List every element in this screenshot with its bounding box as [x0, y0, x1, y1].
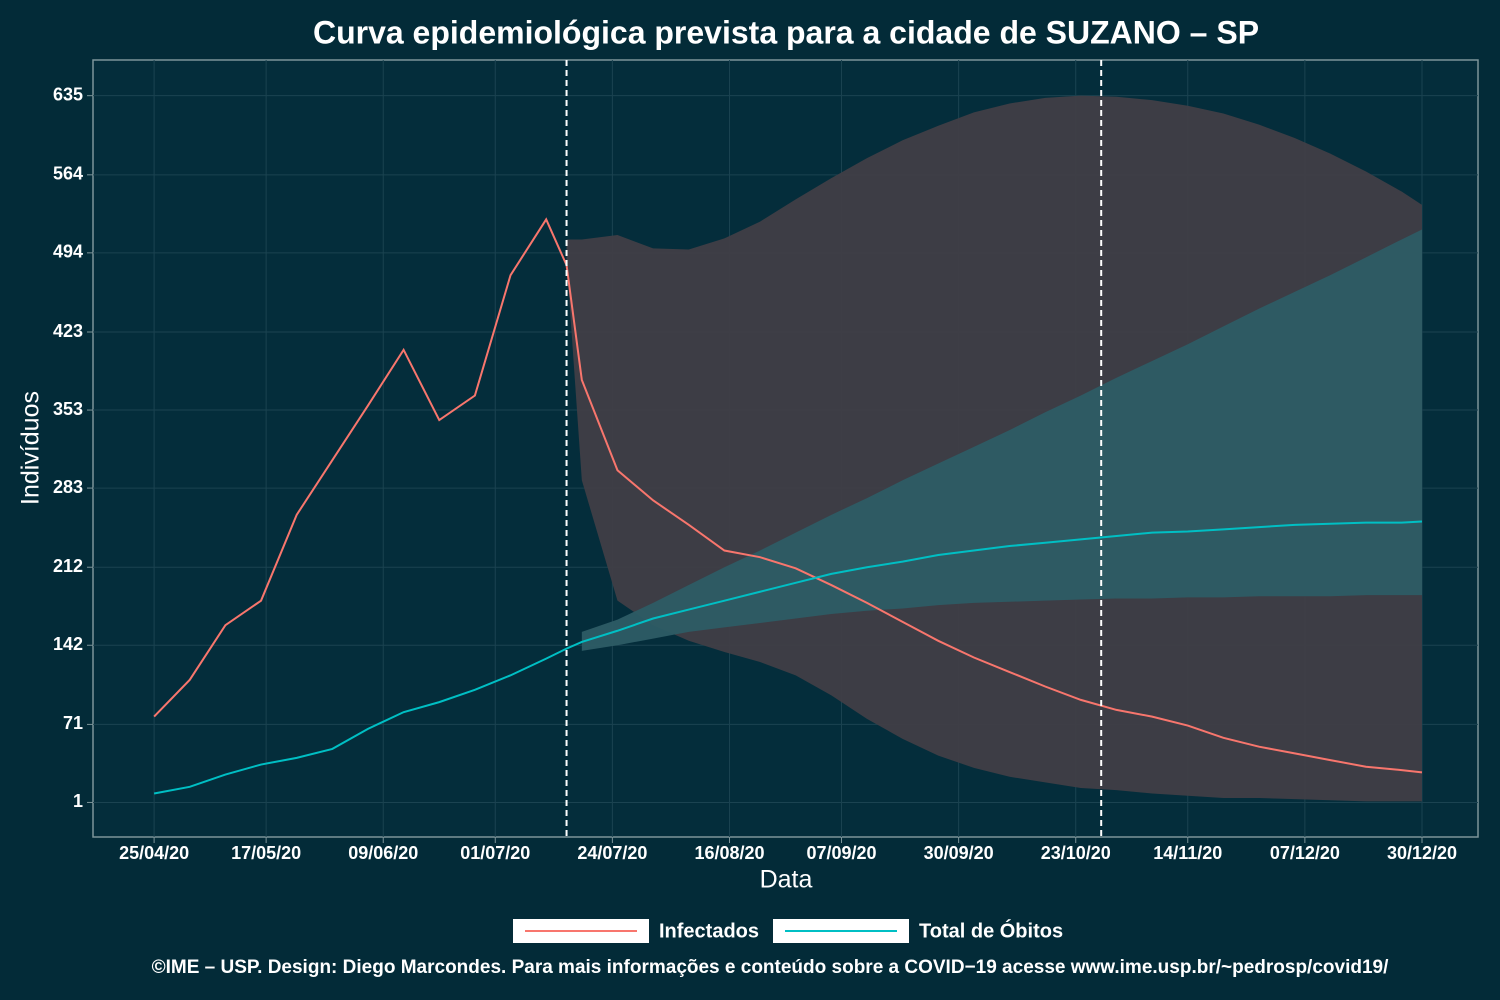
y-axis-label: Indivíduos	[17, 391, 45, 505]
y-tick-label: 564	[53, 164, 83, 184]
legend-label: Total de Óbitos	[919, 918, 1063, 942]
y-tick-label: 142	[53, 634, 83, 654]
y-tick-label: 494	[53, 242, 83, 262]
x-axis-label: Data	[760, 866, 813, 894]
chart-title: Curva epidemiológica prevista para a cid…	[313, 14, 1259, 50]
y-tick-label: 212	[53, 556, 83, 576]
y-tick-label: 283	[53, 477, 83, 497]
x-tick-label: 30/12/20	[1387, 843, 1457, 863]
x-tick-label: 23/10/20	[1041, 843, 1111, 863]
x-tick-label: 25/04/20	[119, 843, 189, 863]
x-tick-label: 14/11/20	[1153, 843, 1222, 863]
y-tick-label: 635	[53, 84, 83, 104]
x-tick-label: 16/08/20	[694, 843, 764, 863]
x-tick-label: 30/09/20	[924, 843, 994, 863]
caption: ©IME – USP. Design: Diego Marcondes. Par…	[152, 957, 1389, 978]
confidence-band	[581, 229, 1422, 651]
x-tick-label: 07/09/20	[806, 843, 876, 863]
y-tick-label: 423	[53, 321, 83, 341]
x-tick-label: 09/06/20	[348, 843, 418, 863]
y-tick-label: 71	[63, 713, 83, 733]
series-line	[153, 217, 1423, 774]
y-tick-label: 353	[53, 399, 83, 419]
x-tick-label: 07/12/20	[1270, 843, 1340, 863]
y-tick-label: 1	[73, 791, 83, 811]
x-tick-label: 17/05/20	[231, 843, 301, 863]
x-tick-label: 01/07/20	[460, 843, 530, 863]
x-tick-label: 24/07/20	[577, 843, 647, 863]
series-line	[153, 520, 1423, 795]
legend-label: Infectados	[659, 920, 759, 942]
